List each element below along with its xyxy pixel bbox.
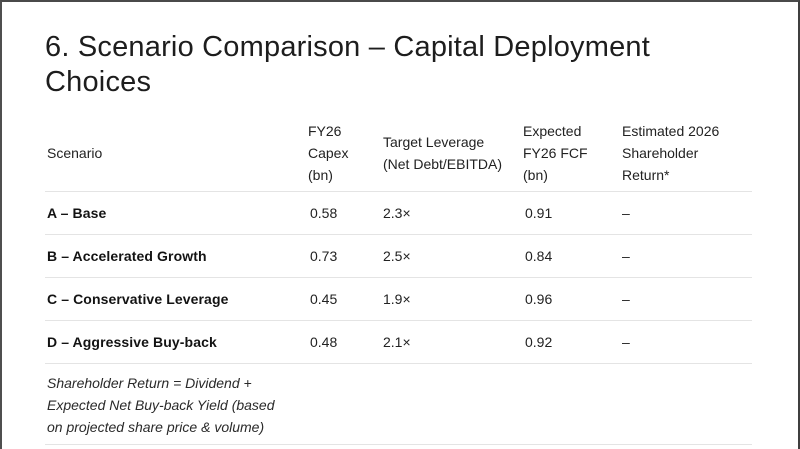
scenario-label: D – Aggressive Buy-back	[47, 334, 217, 350]
leverage-value: 2.1×	[383, 334, 411, 350]
footnote-line: Shareholder Return = Dividend +	[47, 375, 252, 391]
return-value: –	[622, 205, 630, 221]
scenario-label: B – Accelerated Growth	[47, 248, 207, 264]
leverage-value: 2.3×	[383, 205, 411, 221]
slide-title: 6. Scenario Comparison – Capital Deploym…	[45, 31, 651, 98]
scenario-comparison-table: Scenario FY26 Capex (bn) Target Leverage…	[45, 115, 752, 445]
table-row-b-accelerated-growth: B – Accelerated Growth 0.73 2.5× 0.84 –	[45, 235, 752, 278]
leverage-value: 1.9×	[383, 291, 411, 307]
return-value: –	[622, 334, 630, 350]
column-header-scenario: Scenario	[47, 145, 103, 161]
leverage-value: 2.5×	[383, 248, 411, 264]
footnote-line: Expected Net Buy-back Yield (based	[47, 397, 275, 413]
column-header-capex: FY26 Capex (bn)	[308, 123, 349, 183]
column-header-return: Estimated 2026 Shareholder Return*	[622, 123, 720, 183]
capex-value: 0.45	[310, 291, 338, 307]
fcf-value: 0.92	[525, 334, 553, 350]
footnote-line: on projected share price & volume)	[47, 419, 265, 435]
shareholder-return-footnote: Shareholder Return = Dividend + Expected…	[45, 372, 752, 438]
capex-value: 0.73	[310, 248, 338, 264]
return-value: –	[622, 291, 630, 307]
column-header-fcf: Expected FY26 FCF (bn)	[523, 123, 588, 183]
fcf-value: 0.91	[525, 205, 553, 221]
capex-value: 0.48	[310, 334, 338, 350]
scenario-label: C – Conservative Leverage	[47, 291, 229, 307]
table-row-a-base: A – Base 0.58 2.3× 0.91 –	[45, 192, 752, 235]
return-value: –	[622, 248, 630, 264]
capex-value: 0.58	[310, 205, 338, 221]
column-header-leverage: Target Leverage (Net Debt/EBITDA)	[383, 134, 503, 172]
fcf-value: 0.96	[525, 291, 553, 307]
table-footnote-row: Shareholder Return = Dividend + Expected…	[45, 364, 752, 445]
table-row-d-aggressive-buy-back: D – Aggressive Buy-back 0.48 2.1× 0.92 –	[45, 321, 752, 364]
fcf-value: 0.84	[525, 248, 553, 264]
table-row-c-conservative-leverage: C – Conservative Leverage 0.45 1.9× 0.96…	[45, 278, 752, 321]
scenario-label: A – Base	[47, 205, 107, 221]
table-header-row: Scenario FY26 Capex (bn) Target Leverage…	[45, 115, 752, 192]
